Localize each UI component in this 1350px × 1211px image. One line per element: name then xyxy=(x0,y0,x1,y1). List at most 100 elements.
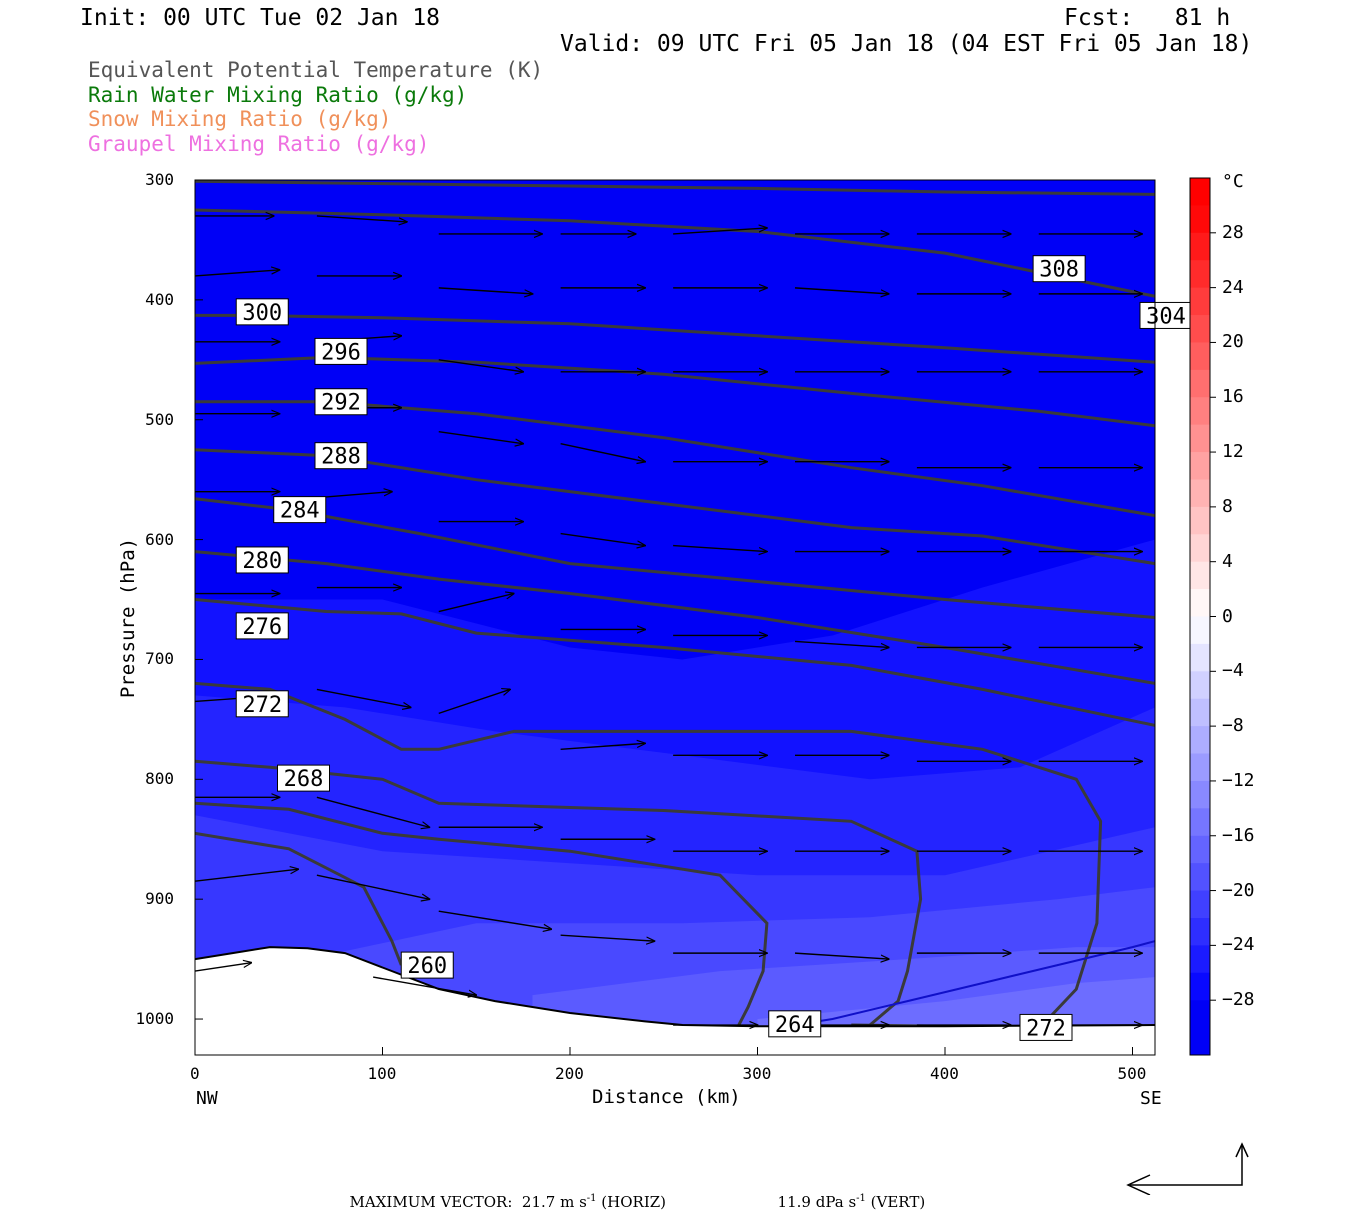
contour-label-box xyxy=(235,298,289,326)
colorbar-segment xyxy=(1190,917,1210,946)
terrain-line xyxy=(195,946,1155,1028)
legend-entry: Rain Water Mixing Ratio (g/kg) xyxy=(88,82,468,107)
colorbar-segment xyxy=(1190,726,1210,755)
contour-label-box xyxy=(273,496,327,524)
colorbar-segment xyxy=(1190,643,1210,672)
wind-arrow xyxy=(560,443,645,462)
colorbar-segment xyxy=(1190,534,1210,563)
contour-label: 264 xyxy=(775,1013,815,1038)
wind-arrow xyxy=(438,689,510,715)
colorbar-segment xyxy=(1190,315,1210,343)
colorbar-segment xyxy=(1190,479,1210,508)
colorbar-label: 16 xyxy=(1222,386,1244,408)
colorbar-label: 0 xyxy=(1222,605,1233,627)
wind-arrow xyxy=(194,963,251,972)
contour-label: 276 xyxy=(242,615,282,640)
theta-e-contour xyxy=(195,681,1103,1031)
wind-arrow xyxy=(673,228,767,235)
wind-arrow xyxy=(438,910,552,929)
valid-time: Valid: 09 UTC Fri 05 Jan 18 (04 EST Fri … xyxy=(560,31,1253,57)
y-tick-label: 1000 xyxy=(135,1009,174,1029)
legend-entry: Snow Mixing Ratio (g/kg) xyxy=(88,107,392,131)
colorbar-segment xyxy=(1190,972,1210,1001)
colorbar-label: 20 xyxy=(1222,331,1244,353)
contour-label-box xyxy=(400,951,454,979)
colorbar-label: −12 xyxy=(1222,769,1255,791)
contour-label-box xyxy=(1019,1013,1073,1041)
colorbar-label: 8 xyxy=(1222,495,1233,517)
y-axis-title: Pressure (hPa) xyxy=(117,538,139,698)
x-tick-label: 200 xyxy=(555,1064,584,1083)
y-tick-label: 400 xyxy=(145,289,174,309)
max-vert-text: 11.9 dPa s-1 (VERT) xyxy=(777,1193,926,1211)
wind-arrow xyxy=(316,492,392,499)
wind-arrow xyxy=(373,976,476,995)
x-tick-label: 100 xyxy=(367,1064,397,1083)
contour-label: 300 xyxy=(242,301,282,326)
colorbar-segment xyxy=(1190,835,1210,864)
legend-entry: Graupel Mixing Ratio (g/kg) xyxy=(88,131,430,156)
x-tick-label: 0 xyxy=(190,1064,200,1083)
colorbar-segment xyxy=(1190,863,1210,892)
x-tick-label: 300 xyxy=(742,1064,772,1083)
wind-arrow xyxy=(194,869,298,882)
contour-label: 272 xyxy=(242,693,282,718)
contour-label-box xyxy=(768,1010,822,1038)
wind-arrow xyxy=(794,952,889,959)
colorbar-segment xyxy=(1190,424,1210,453)
wind-arrow xyxy=(794,640,889,647)
wind-arrow xyxy=(194,270,279,277)
wind-arrow xyxy=(316,215,407,222)
y-tick-label: 600 xyxy=(145,529,174,549)
legend-entry: Equivalent Potential Temperature (K) xyxy=(88,58,544,82)
contour-label: 296 xyxy=(321,340,361,365)
wind-arrow xyxy=(560,532,645,546)
y-tick-label: 500 xyxy=(145,409,174,429)
nw-label: NW xyxy=(196,1088,218,1109)
x-axis-title: Distance (km) xyxy=(592,1086,741,1108)
y-tick-label: 300 xyxy=(145,170,174,189)
colorbar-label: −4 xyxy=(1222,660,1244,682)
colorbar-segment xyxy=(1190,369,1210,398)
colorbar-segment xyxy=(1190,342,1210,371)
contour-label-box xyxy=(277,764,330,792)
theta-e-contour xyxy=(195,208,1155,298)
colorbar-label: 24 xyxy=(1222,276,1244,298)
contour-label-box xyxy=(235,546,289,574)
colorbar-segment xyxy=(1190,890,1210,919)
wind-arrow xyxy=(560,743,645,751)
colorbar-label: −28 xyxy=(1222,989,1255,1011)
colorbar-label: −8 xyxy=(1222,715,1244,737)
wind-arrow xyxy=(438,287,533,294)
y-tick-label: 900 xyxy=(145,889,174,909)
theta-e-contour xyxy=(195,598,1155,727)
x-tick-label: 500 xyxy=(1117,1064,1147,1083)
contour-label-box xyxy=(1139,301,1193,329)
wind-arrow xyxy=(316,796,430,827)
colorbar-segment xyxy=(1190,205,1210,234)
colorbar-label: 12 xyxy=(1222,441,1244,463)
colorbar-label: −20 xyxy=(1222,879,1255,901)
forecast-hour: Fcst: 81 h xyxy=(1064,5,1231,31)
colorbar-segment xyxy=(1190,260,1210,289)
colorbar-segment xyxy=(1190,232,1210,261)
colorbar-label: 4 xyxy=(1222,550,1233,572)
contour-label-box xyxy=(235,612,289,640)
contour-label-box xyxy=(314,388,368,416)
theta-e-contour xyxy=(195,801,769,1026)
contour-label-box xyxy=(235,690,289,718)
theta-e-contour xyxy=(195,831,403,966)
contour-label: 272 xyxy=(1026,1016,1066,1041)
colorbar-segment xyxy=(1190,1027,1210,1056)
colorbar-segment xyxy=(1190,589,1210,617)
wind-arrow xyxy=(794,287,889,294)
x-tick-label: 400 xyxy=(930,1064,959,1083)
plot-frame xyxy=(194,179,1156,1056)
terrain-fill xyxy=(195,947,1155,1055)
colorbar-segment xyxy=(1190,698,1210,727)
wind-arrow xyxy=(316,688,411,707)
colorbar-segment xyxy=(1190,808,1210,837)
contour-label: 268 xyxy=(284,767,324,792)
wind-arrow xyxy=(438,359,523,372)
